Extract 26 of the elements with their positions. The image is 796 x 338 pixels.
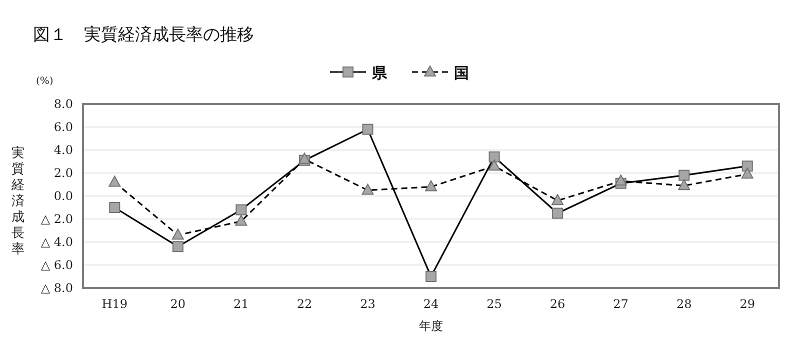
- y-tick-label: △ 2.0: [40, 212, 73, 226]
- y-tick-label: 4.0: [54, 143, 73, 157]
- x-axis-title: 年度: [419, 319, 443, 333]
- x-tick-label: 23: [360, 297, 376, 311]
- x-tick-label: 25: [486, 297, 502, 311]
- y-tick-label: 6.0: [54, 120, 73, 134]
- legend-label: 国: [454, 64, 469, 82]
- y-tick-label: 2.0: [54, 166, 73, 180]
- x-tick-label: 20: [170, 297, 186, 311]
- legend-label: 県: [371, 64, 388, 82]
- x-tick-label: 28: [676, 297, 692, 311]
- y-tick-label: 0.0: [54, 189, 73, 203]
- x-tick-label: 26: [550, 297, 566, 311]
- y-tick-label: △ 8.0: [40, 281, 73, 295]
- text: (%): [36, 76, 54, 87]
- x-tick-label: 24: [423, 297, 439, 311]
- x-tick-label: 22: [296, 297, 312, 311]
- y-axis-title: 実質経済成長率: [10, 145, 24, 257]
- x-tick-label: 21: [234, 297, 249, 311]
- y-tick-label: △ 4.0: [40, 235, 73, 249]
- y-tick-label: △ 6.0: [40, 258, 73, 272]
- x-tick-label: H19: [102, 297, 128, 311]
- y-tick-label: 8.0: [54, 97, 73, 111]
- x-tick-label: 29: [740, 297, 756, 311]
- x-tick-label: 27: [613, 297, 628, 311]
- chart-title: 図１ 実質経済成長率の推移: [33, 25, 254, 45]
